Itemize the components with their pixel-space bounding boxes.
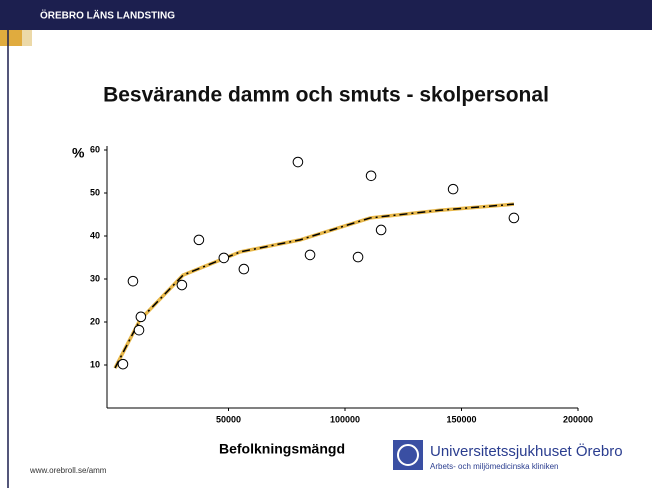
y-tick-label: 30 [90, 273, 100, 283]
data-point [365, 170, 377, 182]
y-axis-label: % [72, 145, 85, 161]
y-tick-label: 10 [90, 359, 100, 369]
y-tick-label: 20 [90, 316, 100, 326]
trend-line [113, 202, 515, 369]
accent [0, 30, 22, 46]
data-point [304, 249, 316, 261]
data-point [135, 311, 147, 323]
data-point [238, 263, 250, 275]
data-point [447, 183, 459, 195]
accent-light [22, 30, 32, 46]
x-tick-label: 150000 [446, 414, 476, 424]
y-tick-label: 50 [90, 187, 100, 197]
data-point [133, 324, 145, 336]
data-point [176, 279, 188, 291]
data-point [508, 212, 520, 224]
x-tick-label: 100000 [330, 414, 360, 424]
x-axis-label: Befolkningsmängd [219, 441, 345, 457]
y-tick-label: 40 [90, 230, 100, 240]
data-point [127, 275, 139, 287]
chart-title: Besvärande damm och smuts - skolpersonal [103, 84, 549, 107]
header-text: ÖREBRO LÄNS LANDSTING [40, 9, 175, 22]
x-tick-label: 50000 [216, 414, 241, 424]
data-point [352, 251, 364, 263]
logo-emblem [397, 444, 419, 466]
data-point [375, 224, 387, 236]
logo-subtitle: Arbets- och miljömedicinska kliniken [430, 462, 559, 471]
y-tick-label: 60 [90, 144, 100, 154]
logo-title: Universitetssjukhuset Örebro [430, 442, 623, 460]
x-tick-label: 200000 [563, 414, 593, 424]
data-point [193, 234, 205, 246]
data-point [218, 252, 230, 264]
data-point [292, 156, 304, 168]
footer-url: www.orebroll.se/amm [29, 466, 107, 475]
header-bar [0, 0, 652, 30]
data-point [117, 358, 129, 370]
